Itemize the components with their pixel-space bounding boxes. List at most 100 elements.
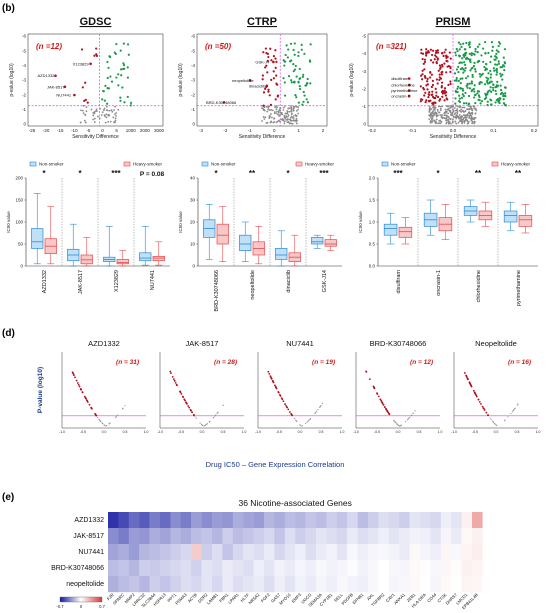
volcano-point-down [439,66,442,69]
heatmap-cell [201,512,213,529]
volcano-point-up [285,44,288,47]
volcano-point-ns [93,111,96,113]
correlation-point-ns [494,423,496,425]
volcano-point-up [472,87,475,91]
volcano-highlight-point [248,79,252,82]
volcano-point-ns [286,115,289,118]
volcano-point-down [423,60,426,64]
correlation-point-ns [204,424,206,426]
heatmap-cell [243,528,254,545]
volcano-point-up [503,61,506,64]
volcano-point-up [464,63,467,66]
volcano-point-up [458,48,461,51]
heatmap-cell [232,560,244,577]
volcano-point-ns [474,116,477,119]
volcano-point-ns [290,122,293,125]
legend-swatch-non-smoker [201,161,209,167]
volcano-point-up [500,88,503,92]
correlation-point-ns [101,422,103,424]
volcano-point-up [459,77,462,80]
volcano-point-ns [458,120,461,123]
volcano-point-ns [261,120,263,122]
box-category-label: GSK-J14 [322,270,328,292]
volcano-point-down [441,95,444,98]
volcano-point-up [466,83,469,86]
volcano-point-up [489,69,492,72]
significance-marker: * [42,169,46,178]
volcano-point-up [123,101,126,104]
volcano-point-up [480,100,484,103]
volcano-point-ns [275,108,278,111]
volcano-drug-label: neopeltolide [232,78,254,83]
volcano-point-down [434,96,437,100]
volcano-point-up [502,56,505,59]
legend-label-non-smoker: Non-smoker [211,162,236,167]
correlation-point-sig [475,395,478,398]
volcano-point-up [457,70,460,74]
heatmap-cell [149,512,161,529]
volcano-point-ns [291,122,294,125]
volcano-point-up [301,103,304,106]
volcano-point-down [426,80,429,83]
volcano-ytick: -2 [191,92,195,97]
volcano-point-up [460,87,463,90]
volcano-ctrp: CTRP -6 -5 -4 -3 -2 -1 0 -3 -2 -1 0 1 2 Sensitivity Di… [178,16,328,140]
volcano-point-down [436,82,439,85]
volcano-point-up [471,73,474,77]
heatmap-cell [180,576,192,593]
volcano-xtick: 0.2 [531,128,538,133]
box-ytick: 2.0 [369,176,376,181]
volcano-ytick: -5 [362,34,366,39]
volcano-point-up [122,42,125,45]
volcano-point-ns [263,118,266,120]
correlation-point-sig [273,384,276,387]
heatmap-cell [222,576,233,593]
volcano-point-ns [269,113,272,115]
volcano-point-up [487,72,490,75]
volcano-xlabel: Sensitivity Difference [239,134,286,140]
volcano-point-ns [428,105,431,108]
correlation-point-ns [98,419,101,421]
volcano-point-up [489,76,492,79]
volcano-point-up [495,92,498,96]
volcano-point-ns [261,104,264,107]
volcano-point-ns [456,105,459,108]
volcano-point-ns [268,116,271,119]
volcano-point-down [423,68,426,71]
volcano-point-ns [273,111,276,113]
volcano-point-ns [451,105,454,108]
heatmap-cell [378,560,389,577]
volcano-point-ns [289,110,291,113]
volcano-point-ns [270,108,273,111]
box-iqr [152,255,165,262]
correlation-plots: AZD1332 -1.0 -0.5 0.0 0.5 1.0 (n = 31) JAK-8517… [37,339,540,469]
volcano-drug-label: oncrasin-1 [391,93,410,98]
correlation-xtick: 1.0 [144,430,149,434]
heatmap-cell [357,576,369,593]
volcano-point-ns [274,106,276,109]
volcano-point-down [445,54,448,57]
heatmap-col-label: PPT1 [166,592,177,603]
volcano-point-up [498,97,501,100]
volcano-point-up [497,50,500,53]
significance-marker: * [286,169,290,178]
volcano-drug-label: BRD-K30748066 [206,100,237,105]
correlation-point-ns [106,424,108,427]
volcano-point-up [482,47,485,50]
volcano-point-up [283,64,286,67]
correlation-point-sig [382,403,385,406]
volcano-point-up [113,51,116,54]
heatmap-col-label: HLTF [239,592,250,603]
volcano-point-down [274,66,277,69]
volcano-point-ns [82,112,85,115]
volcano-point-down [435,55,438,58]
heatmap-cell [461,512,473,529]
heatmap-cell [440,560,452,577]
box-ylabel: IC50 value [178,211,183,233]
volcano-ytick: -2 [22,92,26,97]
heatmap-col-label: AXL [366,592,376,602]
volcano-xtick: -0.1 [409,128,417,133]
heatmap-cell [180,512,192,529]
correlation-panel: NU7441 -1.0 -0.5 0.0 0.5 1.0 (n = 19) [255,339,344,434]
volcano-point-up [454,54,458,57]
